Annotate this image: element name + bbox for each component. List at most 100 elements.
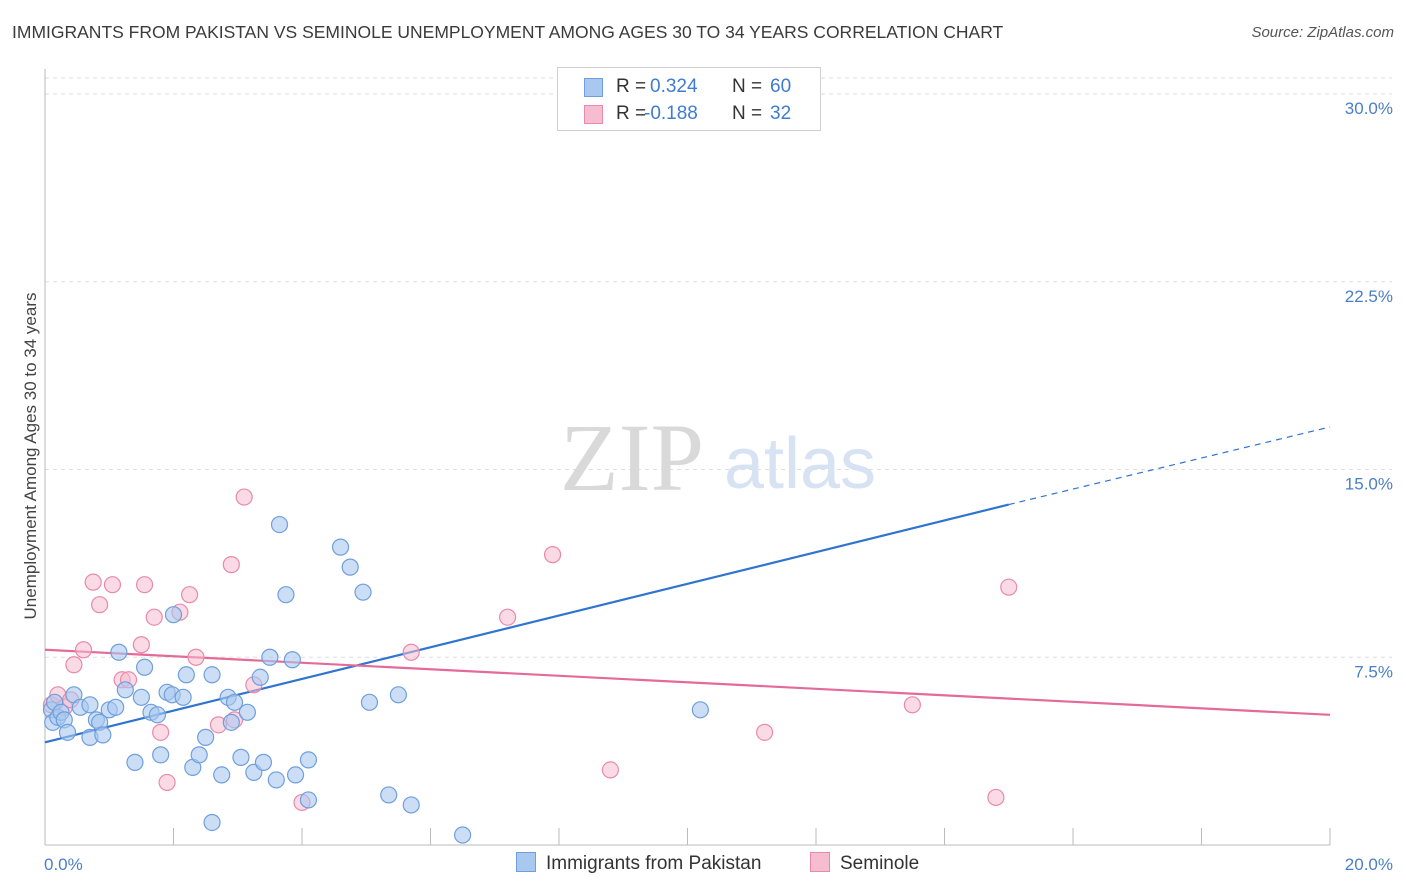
r-value: -0.188 [644, 103, 698, 124]
pakistan-point [270, 515, 289, 534]
pakistan-point [267, 771, 285, 789]
seminole-point [235, 488, 253, 506]
pakistan-point [174, 688, 192, 706]
n-value: 60 [770, 76, 792, 97]
pakistan-point [110, 643, 128, 661]
seminole-point [499, 608, 517, 626]
seminole-point [1000, 578, 1018, 596]
y-tick-label: 30.0% [1345, 99, 1393, 118]
n-value: 32 [770, 103, 792, 124]
pakistan-point [190, 746, 208, 764]
seminole-point [145, 608, 163, 626]
y-tick-label: 15.0% [1345, 475, 1393, 494]
legend-item-seminole[interactable]: Seminole [810, 852, 919, 875]
pakistan-point [277, 586, 295, 604]
pakistan-point [148, 706, 167, 724]
pakistan-point [135, 658, 154, 676]
pakistan-point [107, 698, 125, 716]
seminole-legend-swatch [810, 852, 830, 872]
seminole-point [91, 596, 109, 614]
pakistan-point [164, 606, 183, 624]
legend-item-pakistan[interactable]: Immigrants from Pakistan [516, 852, 761, 875]
seminole-point [987, 788, 1005, 807]
seminole-point [84, 573, 102, 591]
pakistan-point [283, 651, 301, 669]
y-axis-label: Unemployment Among Ages 30 to 34 years [21, 293, 40, 620]
y-tick-label: 7.5% [1354, 662, 1393, 681]
n-label: N = [732, 76, 763, 97]
n-label: N = [732, 103, 763, 124]
gridlines [45, 77, 1392, 658]
pakistan-point [402, 796, 420, 814]
pakistan-point [81, 696, 99, 714]
pakistan-point [380, 786, 398, 804]
r-label: R = [616, 76, 647, 97]
seminole-point [103, 576, 122, 594]
pakistan-point [261, 648, 279, 666]
pakistan-point [203, 666, 221, 684]
seminole-point [65, 656, 83, 674]
pakistan-trend-line [44, 503, 1010, 744]
seminole-point [222, 556, 240, 574]
pakistan-point [341, 558, 359, 576]
r-label: R = [616, 103, 647, 124]
pakistan-point [238, 703, 256, 721]
watermark: ZIP atlas [560, 404, 876, 511]
chart-title: IMMIGRANTS FROM PAKISTAN VS SEMINOLE UNE… [12, 22, 1004, 42]
seminole-swatch [584, 105, 603, 124]
correlation-legend: R = 0.324 N = 60 R = -0.188 N = 32 [557, 67, 821, 131]
pakistan-point [286, 766, 305, 784]
pakistan-point [197, 728, 215, 746]
axes [44, 69, 1331, 846]
watermark-atlas: atlas [724, 424, 876, 504]
seminole-legend-label: Seminole [840, 853, 920, 874]
pakistan-point [132, 688, 150, 706]
pakistan-point [203, 813, 221, 832]
seminole-point [152, 723, 170, 741]
seminole-point [180, 586, 199, 604]
pakistan-point [454, 826, 472, 844]
pakistan-point [222, 713, 240, 731]
pakistan-legend-swatch [516, 852, 536, 872]
trend-lines [44, 426, 1331, 744]
pakistan-point [251, 668, 269, 686]
y-tick-label: 22.5% [1345, 287, 1393, 306]
source-label: Source: ZipAtlas.com [1251, 24, 1394, 41]
seminole-point [132, 636, 150, 654]
seminole-point [601, 761, 620, 779]
r-value: 0.324 [650, 76, 698, 97]
pakistan-point [331, 538, 350, 556]
seminole-point [755, 723, 774, 741]
seminole-trend-line [44, 648, 1331, 716]
pakistan-point [177, 666, 195, 684]
pakistan-point [232, 748, 250, 766]
pakistan-point [389, 686, 407, 704]
pakistan-point [254, 753, 273, 771]
pakistan-point [354, 583, 372, 601]
pakistan-point [225, 693, 244, 711]
seminole-point [187, 648, 205, 666]
pakistan-points [42, 515, 709, 844]
pakistan-point [126, 753, 144, 771]
tick-labels: 7.5% 15.0% 22.5% 30.0% 0.0% 20.0% [44, 99, 1393, 874]
seminole-point [74, 641, 93, 659]
pakistan-point [58, 723, 77, 741]
seminole-point [158, 773, 176, 792]
pakistan-trend-extension [1008, 426, 1331, 506]
pakistan-point [299, 751, 318, 769]
pakistan-point [94, 726, 112, 744]
pakistan-point [691, 701, 709, 719]
pakistan-point [213, 766, 231, 784]
pakistan-point [299, 791, 318, 809]
seminole-point [402, 643, 420, 661]
pakistan-legend-label: Immigrants from Pakistan [546, 853, 762, 874]
watermark-zip: ZIP [560, 404, 704, 511]
seminole-point [543, 546, 562, 564]
pakistan-point [116, 681, 134, 699]
seminole-point [135, 576, 154, 594]
pakistan-point [360, 693, 379, 711]
pakistan-swatch [584, 78, 603, 97]
x-tick-label: 20.0% [1345, 855, 1393, 874]
pakistan-point [152, 746, 170, 764]
